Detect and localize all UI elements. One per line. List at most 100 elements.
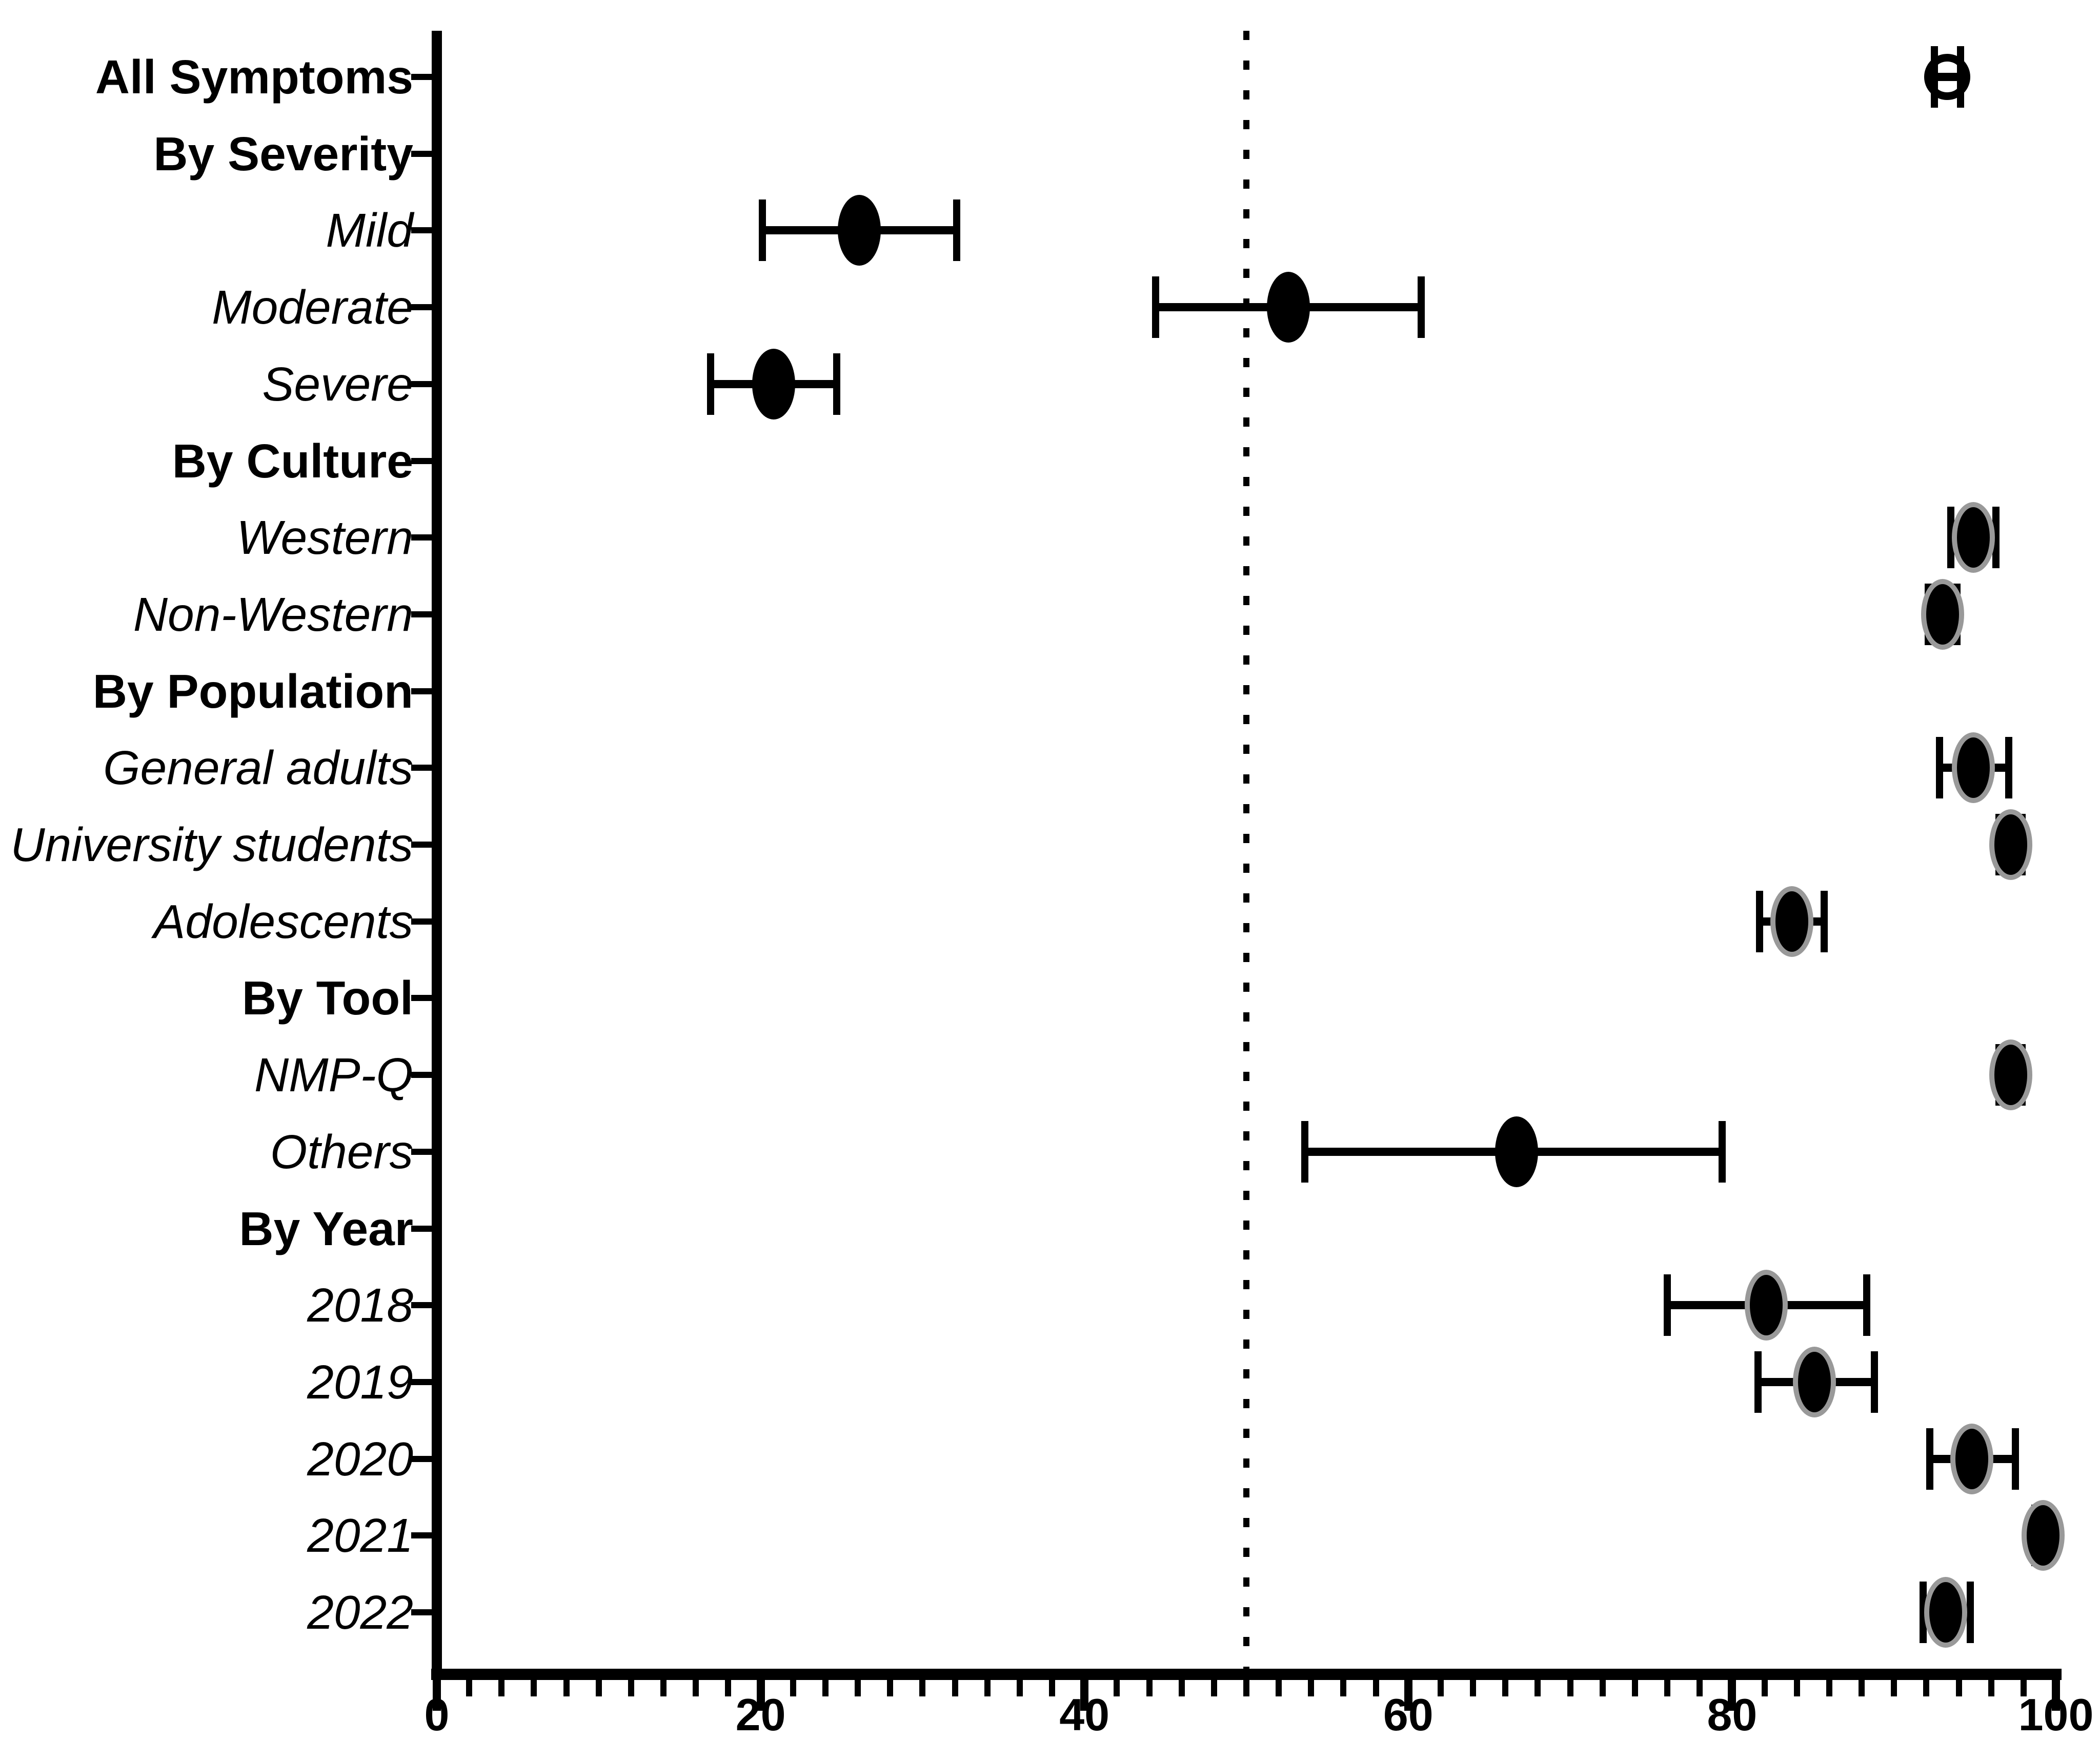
ci-cap-right-western	[1992, 507, 2000, 569]
x-axis-minor-tick	[1114, 1680, 1120, 1696]
x-axis-minor-tick	[498, 1680, 505, 1696]
y-axis-row-tick-2020	[411, 1455, 432, 1462]
row-label-general-adults: General adults	[103, 741, 413, 795]
row-label-all-symptoms: All Symptoms	[95, 50, 413, 104]
ci-cap-left-moderate	[1152, 276, 1160, 338]
y-axis-row-tick-non-western	[411, 611, 432, 617]
x-axis-minor-tick	[919, 1680, 926, 1696]
row-label-2018: 2018	[307, 1278, 413, 1332]
row-label-non-western: Non-Western	[133, 587, 413, 641]
x-axis-major-tick-0	[433, 1680, 441, 1711]
x-axis-minor-tick	[1567, 1680, 1573, 1696]
x-axis-minor-tick	[1276, 1680, 1282, 1696]
x-axis-minor-tick	[1049, 1680, 1056, 1696]
point-marker-2022	[1924, 1577, 1968, 1648]
reference-line-50	[1243, 31, 1249, 1669]
x-axis-minor-tick	[1534, 1680, 1541, 1696]
x-axis-minor-tick	[1372, 1680, 1379, 1696]
x-axis-minor-tick	[693, 1680, 699, 1696]
x-axis-minor-tick	[1697, 1680, 1703, 1696]
row-label-adolescents: Adolescents	[153, 894, 413, 948]
row-label-severe: Severe	[262, 357, 413, 411]
y-axis-line	[432, 31, 442, 1680]
point-marker-mild	[838, 195, 881, 266]
y-axis-row-tick-by-population	[411, 688, 432, 694]
point-marker-non-western	[1921, 578, 1964, 650]
point-marker-2021	[2021, 1500, 2065, 1571]
y-axis-row-tick-by-tool	[411, 995, 432, 1002]
x-axis-tick-label-40: 40	[1059, 1689, 1110, 1740]
ci-cap-left-2019	[1754, 1351, 1762, 1413]
row-label-by-year: By Year	[239, 1202, 413, 1255]
x-axis-minor-tick	[1470, 1680, 1477, 1696]
row-label-by-culture: By Culture	[172, 434, 413, 488]
x-axis-minor-tick	[1826, 1680, 1832, 1696]
ci-cap-left-others	[1301, 1121, 1308, 1183]
y-axis-row-tick-western	[411, 534, 432, 541]
point-marker-nmp-q	[1989, 1039, 2032, 1111]
ci-cap-right-mild	[953, 199, 960, 262]
x-axis-minor-tick	[984, 1680, 991, 1696]
row-label-by-population: By Population	[92, 664, 413, 718]
ci-cap-left-2018	[1664, 1274, 1671, 1336]
x-axis-minor-tick	[725, 1680, 732, 1696]
ci-cap-left-all-symptoms	[1931, 46, 1939, 108]
x-axis-minor-tick	[1793, 1680, 1800, 1696]
ci-cap-right-2022	[1966, 1582, 1974, 1643]
row-label-by-severity: By Severity	[153, 127, 413, 181]
row-label-2020: 2020	[307, 1432, 413, 1486]
x-axis-minor-tick	[1761, 1680, 1768, 1696]
point-marker-2018	[1744, 1270, 1788, 1341]
y-axis-row-tick-moderate	[411, 304, 432, 311]
x-axis-minor-tick	[822, 1680, 829, 1696]
y-axis-row-tick-general-adults	[411, 765, 432, 771]
x-axis-minor-tick	[1146, 1680, 1153, 1696]
ci-cap-left-western	[1947, 507, 1954, 569]
ci-cap-right-2020	[2012, 1428, 2020, 1490]
point-marker-2020	[1950, 1423, 1993, 1494]
x-axis-minor-tick	[1891, 1680, 1897, 1696]
row-label-2021: 2021	[307, 1509, 413, 1563]
x-axis-minor-tick	[1859, 1680, 1865, 1696]
y-axis-row-tick-mild	[411, 227, 432, 234]
point-marker-others	[1495, 1116, 1539, 1187]
x-axis-minor-tick	[855, 1680, 861, 1696]
point-marker-severe	[752, 348, 795, 419]
x-axis-minor-tick	[1599, 1680, 1606, 1696]
x-axis-minor-tick	[531, 1680, 537, 1696]
x-axis-major-tick-40	[1080, 1680, 1089, 1711]
x-axis-major-tick-80	[1728, 1680, 1736, 1711]
x-axis-minor-tick	[1437, 1680, 1444, 1696]
ci-cap-left-adolescents	[1756, 890, 1764, 952]
row-label-2019: 2019	[307, 1355, 413, 1409]
x-axis-minor-tick	[1502, 1680, 1509, 1696]
point-marker-university-students	[1989, 809, 2032, 880]
y-axis-row-tick-all-symptoms	[411, 74, 432, 80]
ci-cap-right-2019	[1871, 1351, 1879, 1413]
x-axis-tick-label-0: 0	[424, 1689, 450, 1740]
x-axis-tick-label-20: 20	[735, 1689, 786, 1740]
ci-cap-right-2018	[1863, 1274, 1870, 1336]
x-axis-minor-tick	[1243, 1680, 1249, 1696]
x-axis-minor-tick	[1340, 1680, 1347, 1696]
x-axis-minor-tick	[1308, 1680, 1315, 1696]
x-axis-minor-tick	[1988, 1680, 1994, 1696]
x-axis-minor-tick	[1210, 1680, 1217, 1696]
ci-cap-right-general-adults	[2005, 737, 2013, 799]
x-axis-minor-tick	[952, 1680, 958, 1696]
point-marker-2019	[1793, 1346, 1836, 1417]
row-label-2022: 2022	[307, 1586, 413, 1639]
x-axis-minor-tick	[1923, 1680, 1930, 1696]
x-axis-major-tick-20	[756, 1680, 765, 1711]
point-marker-western	[1951, 502, 1995, 573]
ci-cap-right-adolescents	[1821, 890, 1828, 952]
y-axis-row-tick-by-year	[411, 1225, 432, 1232]
x-axis-minor-tick	[1016, 1680, 1023, 1696]
x-axis-minor-tick	[660, 1680, 667, 1696]
x-axis-minor-tick	[595, 1680, 602, 1696]
ci-cap-left-general-adults	[1935, 737, 1943, 799]
x-axis-minor-tick	[1178, 1680, 1185, 1696]
row-label-nmp-q: NMP-Q	[254, 1048, 413, 1102]
ci-cap-right-others	[1719, 1121, 1726, 1183]
